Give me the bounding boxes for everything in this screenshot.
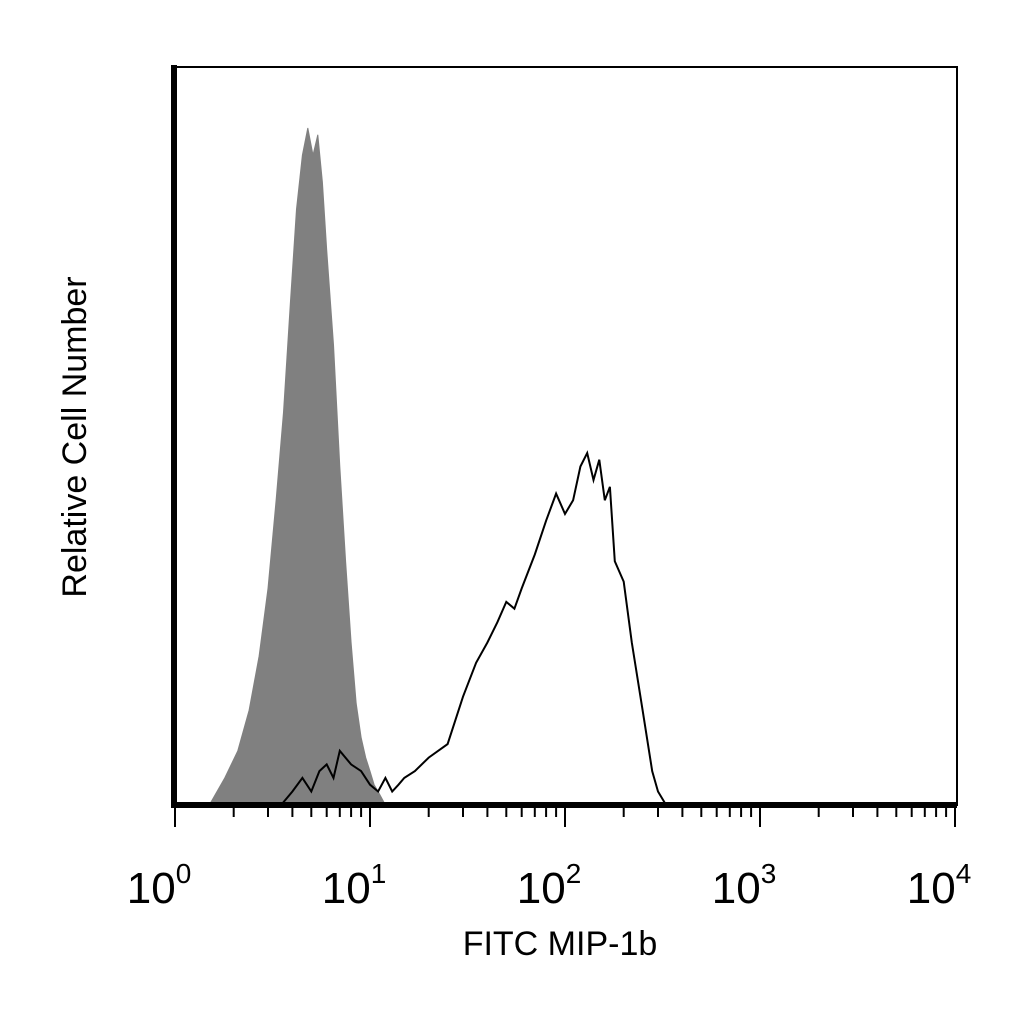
x-tick-label: 104 [907, 858, 972, 913]
x-tick-label: 101 [322, 858, 387, 913]
x-axis-label: FITC MIP-1b [463, 925, 658, 963]
histogram-filled-series [208, 127, 387, 806]
x-axis-tick-labels: 100 101 102 103 104 [127, 858, 972, 913]
x-tick-label: 102 [517, 858, 582, 913]
series-layer [208, 127, 667, 806]
histogram-outline-series [280, 450, 667, 806]
x-axis-ticks [174, 805, 956, 827]
x-tick-label: 103 [712, 858, 777, 913]
y-axis-label: Relative Cell Number [56, 276, 94, 597]
x-tick-label: 100 [127, 858, 192, 913]
